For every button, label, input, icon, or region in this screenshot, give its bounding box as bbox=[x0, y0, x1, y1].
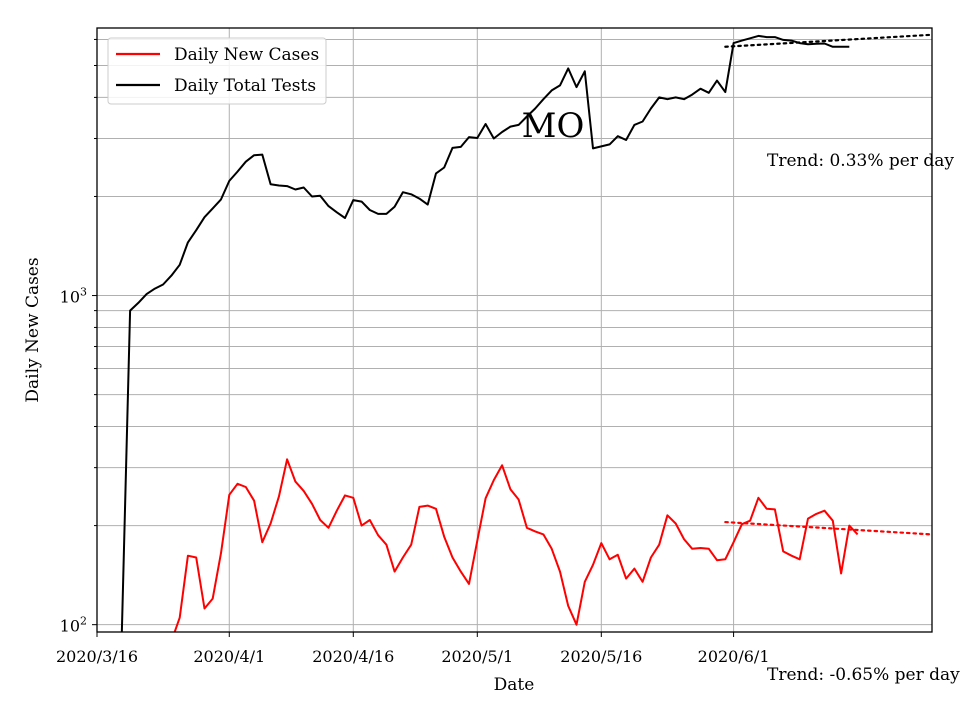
x-tick-label: 2020/6/1 bbox=[698, 647, 770, 666]
trend-tests-label: Trend: 0.33% per day bbox=[767, 151, 954, 171]
y-tick-label: 102 bbox=[60, 615, 87, 636]
legend-label-total-tests: Daily Total Tests bbox=[174, 76, 316, 96]
series-line-total-tests bbox=[120, 34, 850, 632]
x-tick-label: 2020/3/16 bbox=[56, 647, 138, 666]
trend-line-total-tests bbox=[724, 33, 932, 48]
grid-layer bbox=[96, 28, 932, 632]
x-tick-label: 2020/4/16 bbox=[312, 647, 394, 666]
trend-line-new-cases bbox=[724, 520, 932, 536]
trend-cases-label: Trend: -0.65% per day bbox=[767, 665, 960, 685]
chart-title: MO bbox=[522, 106, 585, 146]
x-tick-label: 2020/5/16 bbox=[560, 647, 642, 666]
legend-label-new-cases: Daily New Cases bbox=[174, 45, 319, 65]
legend-box bbox=[107, 37, 327, 105]
y-axis-label: Daily New Cases bbox=[23, 257, 43, 402]
line-layer bbox=[120, 33, 932, 632]
series-line-new-cases bbox=[173, 458, 859, 632]
x-axis-label: Date bbox=[494, 675, 535, 695]
tick-layer: 2020/3/16 2020/4/1 2020/4/16 2020/5/1 2020/5… bbox=[56, 38, 770, 666]
legend: Daily New Cases Daily Total Tests bbox=[107, 37, 327, 105]
y-tick-label: 103 bbox=[60, 286, 87, 307]
plot-area-frame bbox=[96, 27, 933, 633]
x-tick-label: 2020/5/1 bbox=[441, 647, 513, 666]
x-tick-label: 2020/4/1 bbox=[193, 647, 265, 666]
